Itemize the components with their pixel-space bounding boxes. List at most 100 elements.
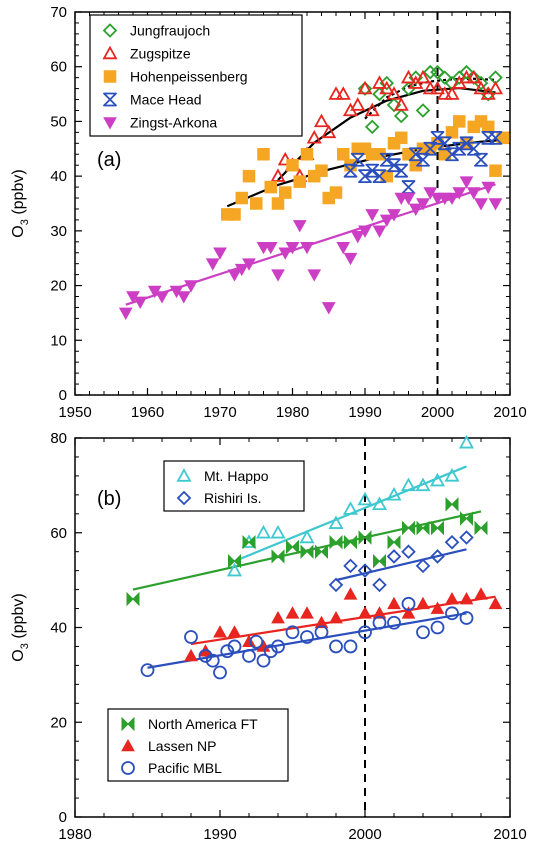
data-point [466,141,481,156]
data-point [437,86,453,100]
data-point [474,587,488,600]
data-point [416,625,430,640]
data-point [489,164,502,177]
data-point [329,535,343,550]
x-tick-label: 2010 [493,404,526,421]
series-north-america-ft [126,497,488,607]
data-point [255,524,272,539]
data-point [328,577,344,593]
data-point [227,625,242,638]
x-tick-label: 1990 [203,826,236,843]
data-point [371,75,388,89]
data-point [184,280,198,293]
legend-marker [102,45,118,60]
legend-marker [121,716,135,732]
data-point [314,615,329,629]
legend-label: Mace Head [130,92,202,108]
data-point [118,307,133,320]
data-point [293,175,306,188]
y-tick-label: 40 [50,168,67,185]
panel-label: (b) [97,488,121,510]
legend-label: Jungfraujoch [130,23,210,39]
data-point [336,241,351,255]
data-point [488,596,503,610]
data-point [343,558,358,574]
data-point [452,141,467,156]
data-point [401,81,416,96]
y-tick-label: 20 [50,278,67,295]
legend-marker [176,468,192,482]
data-point [184,648,198,662]
data-point [430,64,445,80]
data-point [387,158,401,173]
data-point [213,625,227,638]
data-point [422,80,438,95]
data-point [227,639,242,654]
data-point [321,124,337,139]
x-tick-label: 2000 [348,826,381,843]
data-point [386,549,402,564]
legend-label: Mt. Happo [204,468,269,484]
data-point [321,302,336,315]
data-point [307,269,322,282]
data-point [431,520,444,536]
data-point [416,198,430,211]
data-point [416,520,430,536]
data-point [314,625,329,640]
series-lassen-np [184,587,503,662]
data-point [416,596,430,610]
data-point [133,296,148,310]
legend-top: Mt. Happo Rishiri Is. [163,460,305,512]
data-point [300,544,314,559]
data-point [401,596,416,611]
trend-line [190,595,496,646]
x-tick-label: 1960 [131,404,164,421]
data-point [379,152,394,167]
data-point [458,69,475,84]
data-point [278,247,293,260]
data-point [458,434,475,449]
data-point [401,606,416,619]
data-point [337,148,350,161]
data-point [263,644,278,659]
x-tick-label: 2000 [421,404,454,421]
x-tick-label: 2010 [493,826,526,843]
data-point [242,535,256,550]
legend-marker [103,92,117,107]
data-point [459,64,474,80]
data-point [315,544,328,559]
data-point [400,69,417,84]
data-point [373,553,386,569]
data-point [300,606,314,619]
legend-label: Lassen NP [148,738,216,754]
data-point [286,158,299,172]
legend-box [163,460,305,512]
data-point [452,187,467,200]
data-point [358,606,372,619]
data-point [429,472,446,487]
data-point [292,220,307,233]
data-point [329,610,343,624]
data-point [329,186,343,199]
data-point [387,535,401,550]
data-point [176,291,191,304]
data-point [357,80,373,95]
data-point [482,120,495,134]
data-point [460,511,473,526]
data-point [271,197,285,210]
data-point [264,180,277,194]
data-point [234,263,249,277]
data-point [372,615,387,630]
data-point [379,80,395,95]
legend-marker [176,490,192,506]
data-point [365,163,380,178]
data-point [459,592,474,605]
data-point [242,649,256,663]
data-point [402,520,415,536]
data-point [335,86,351,100]
data-point [350,97,366,111]
y-tick-label: 80 [50,430,67,447]
legend-label: Zingst-Arkona [130,115,217,131]
data-point [466,69,482,84]
